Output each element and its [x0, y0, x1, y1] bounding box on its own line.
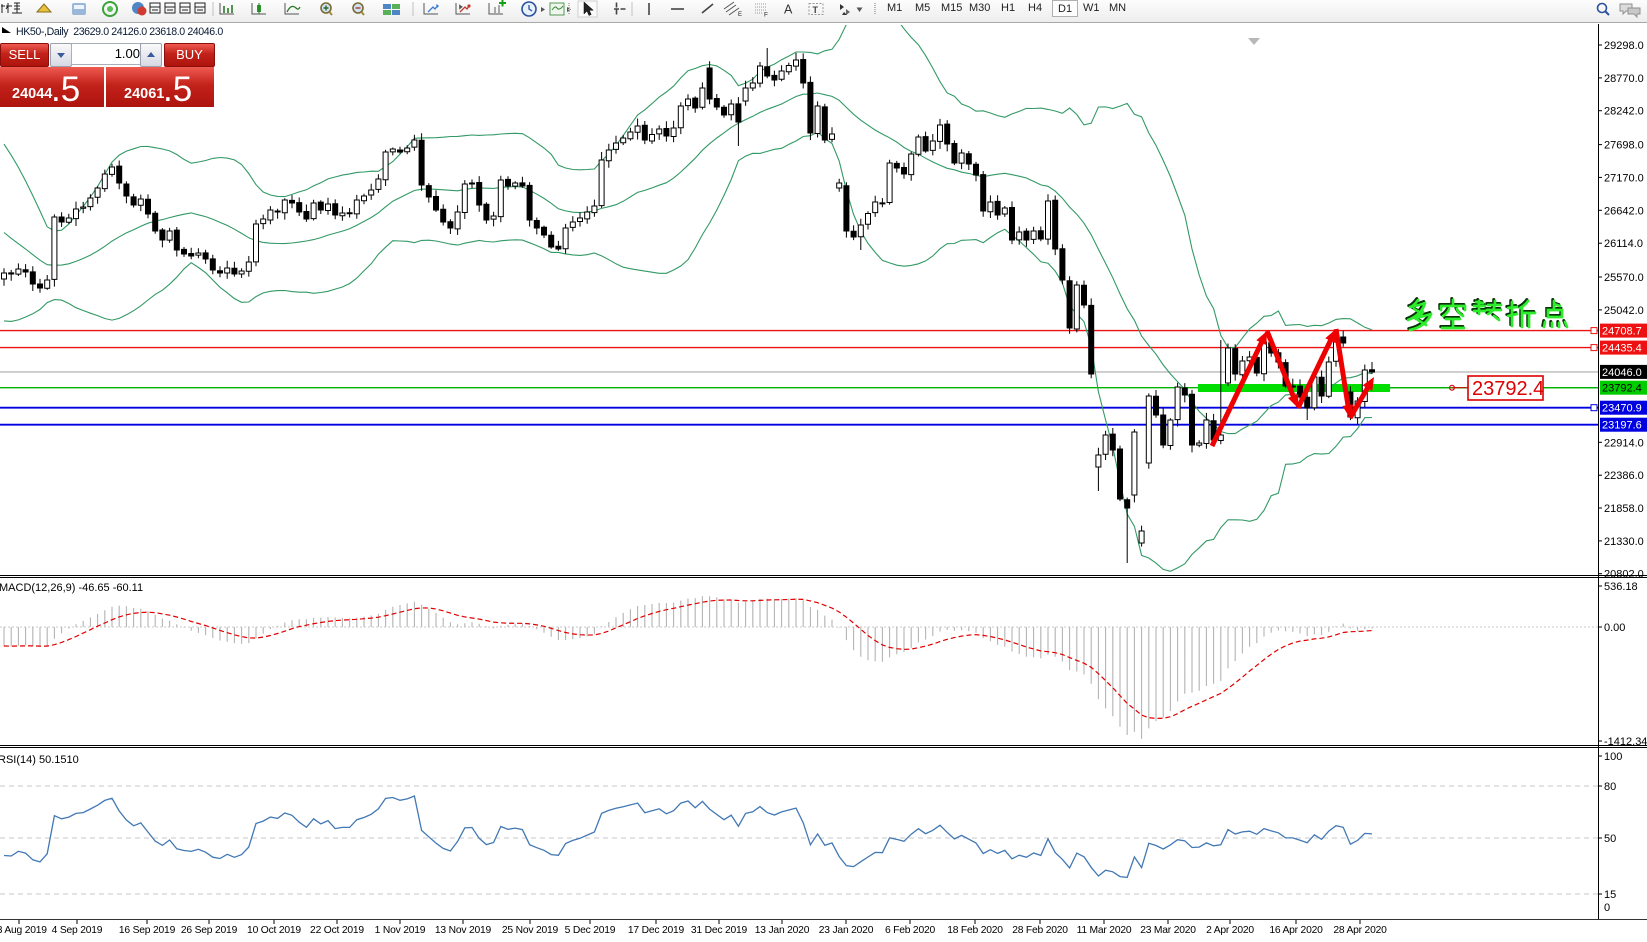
- svg-text:24435.4: 24435.4: [1602, 343, 1642, 355]
- svg-text:11 Mar 2020: 11 Mar 2020: [1077, 925, 1132, 936]
- svg-text:F: F: [764, 12, 768, 19]
- svg-text:2 Apr 2020: 2 Apr 2020: [1206, 925, 1254, 936]
- svg-text:5 Dec 2019: 5 Dec 2019: [565, 925, 616, 936]
- svg-text:10 Oct 2019: 10 Oct 2019: [247, 925, 301, 936]
- svg-text:26114.0: 26114.0: [1604, 238, 1643, 250]
- svg-text:A: A: [784, 3, 793, 17]
- svg-text:23 Jan 2020: 23 Jan 2020: [819, 925, 874, 936]
- svg-text:28770.0: 28770.0: [1604, 73, 1644, 85]
- svg-text:16 Sep 2019: 16 Sep 2019: [119, 925, 176, 936]
- svg-text:22 Oct 2019: 22 Oct 2019: [310, 925, 364, 936]
- svg-text:6 Feb 2020: 6 Feb 2020: [885, 925, 936, 936]
- svg-text:RSI(14) 50.1510: RSI(14) 50.1510: [0, 754, 79, 766]
- svg-text:22914.0: 22914.0: [1604, 437, 1644, 449]
- svg-text:25042.0: 25042.0: [1604, 305, 1644, 317]
- svg-text:25 Nov 2019: 25 Nov 2019: [502, 925, 559, 936]
- svg-text:100: 100: [1604, 751, 1622, 763]
- svg-text:24046.0: 24046.0: [1602, 367, 1642, 379]
- svg-text:21330.0: 21330.0: [1604, 536, 1644, 548]
- svg-text:25570.0: 25570.0: [1604, 272, 1644, 284]
- svg-text:80: 80: [1604, 781, 1616, 793]
- svg-text:23197.6: 23197.6: [1602, 420, 1642, 432]
- svg-text:28 Feb 2020: 28 Feb 2020: [1012, 925, 1068, 936]
- svg-text:536.18: 536.18: [1604, 581, 1638, 593]
- svg-text:28 Apr 2020: 28 Apr 2020: [1333, 925, 1387, 936]
- svg-text:0.00: 0.00: [1604, 622, 1625, 634]
- svg-text:23 Mar 2020: 23 Mar 2020: [1140, 925, 1196, 936]
- svg-text:17 Dec 2019: 17 Dec 2019: [628, 925, 685, 936]
- svg-text:18 Feb 2020: 18 Feb 2020: [947, 925, 1003, 936]
- svg-text:23792.4: 23792.4: [1602, 383, 1642, 395]
- svg-text:0: 0: [1604, 902, 1610, 914]
- svg-text:4 Sep 2019: 4 Sep 2019: [52, 925, 103, 936]
- svg-text:31 Dec 2019: 31 Dec 2019: [691, 925, 748, 936]
- svg-text:23792.4: 23792.4: [1472, 378, 1544, 400]
- svg-text:23 Aug 2019: 23 Aug 2019: [0, 925, 47, 936]
- svg-text:23470.9: 23470.9: [1602, 403, 1642, 415]
- svg-text:22386.0: 22386.0: [1604, 470, 1644, 482]
- svg-text:27170.0: 27170.0: [1604, 172, 1644, 184]
- svg-text:28242.0: 28242.0: [1604, 106, 1644, 118]
- svg-text:MACD(12,26,9) -46.65 -60.11: MACD(12,26,9) -46.65 -60.11: [0, 582, 143, 594]
- svg-text:27698.0: 27698.0: [1604, 140, 1644, 152]
- svg-text:29298.0: 29298.0: [1604, 40, 1644, 52]
- svg-text:HK50-,Daily 23629.0 24126.0 2: HK50-,Daily 23629.0 24126.0 23618.0 2404…: [16, 26, 223, 38]
- svg-text:E: E: [738, 12, 742, 18]
- svg-text:50: 50: [1604, 833, 1616, 845]
- svg-text:20802.0: 20802.0: [1604, 569, 1644, 581]
- svg-text:16 Apr 2020: 16 Apr 2020: [1269, 925, 1323, 936]
- svg-text:21858.0: 21858.0: [1604, 503, 1644, 515]
- svg-text:26642.0: 26642.0: [1604, 205, 1644, 217]
- svg-text:1 Nov 2019: 1 Nov 2019: [375, 925, 426, 936]
- svg-text:13 Jan 2020: 13 Jan 2020: [755, 925, 810, 936]
- svg-text:26 Sep 2019: 26 Sep 2019: [181, 925, 238, 936]
- svg-text:-1412.34: -1412.34: [1604, 736, 1647, 748]
- svg-text:24708.7: 24708.7: [1602, 326, 1642, 338]
- svg-text:13 Nov 2019: 13 Nov 2019: [435, 925, 492, 936]
- svg-text:T: T: [813, 5, 819, 15]
- svg-text:15: 15: [1604, 889, 1616, 901]
